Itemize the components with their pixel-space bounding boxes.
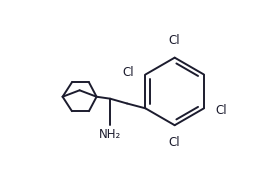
Text: NH₂: NH₂ <box>99 128 121 141</box>
Text: Cl: Cl <box>169 34 181 47</box>
Text: Cl: Cl <box>123 66 134 79</box>
Text: Cl: Cl <box>169 136 181 149</box>
Text: Cl: Cl <box>215 104 227 117</box>
